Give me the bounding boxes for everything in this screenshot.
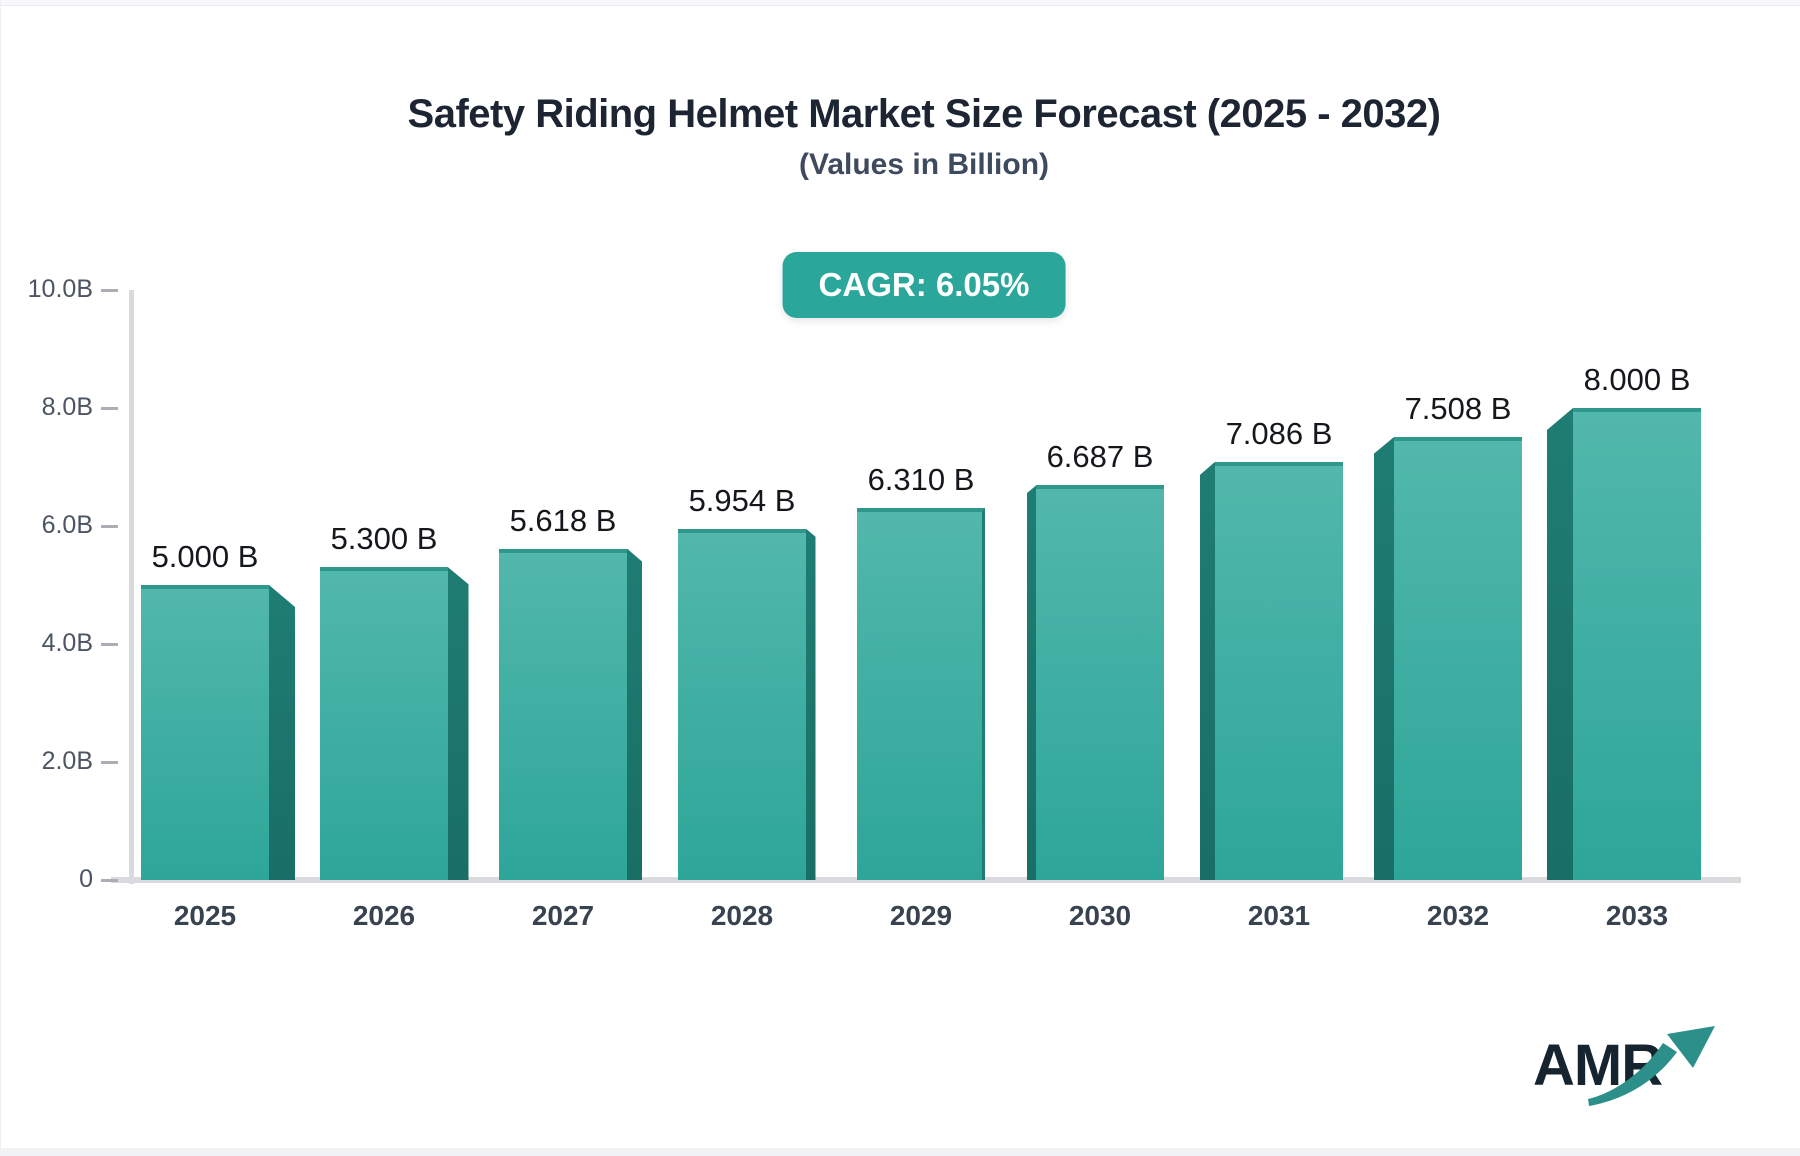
bottom-strip <box>1 1148 1800 1156</box>
bar <box>1573 408 1701 880</box>
bar-side-face <box>448 567 469 880</box>
bar-value-label: 6.687 B <box>1046 439 1154 475</box>
y-axis-label: 2.0B <box>41 747 93 775</box>
bar-side-face <box>1547 408 1573 880</box>
top-strip <box>1 0 1800 6</box>
chart-subtitle: (Values in Billion) <box>798 148 1050 181</box>
x-axis-label: 2033 <box>1605 900 1669 931</box>
bar <box>1215 461 1343 880</box>
y-tick-mark <box>101 761 118 764</box>
bar-side-face <box>269 585 295 880</box>
bar <box>857 507 985 880</box>
growth-arrow-icon <box>1588 1026 1715 1106</box>
y-tick-mark <box>101 289 118 292</box>
bar <box>678 528 806 880</box>
y-tick-mark <box>101 525 118 528</box>
y-axis-label: 4.0B <box>41 629 93 657</box>
x-axis-label: 2029 <box>889 900 953 931</box>
bar-value-label: 5.618 B <box>509 502 617 538</box>
x-axis-label: 2026 <box>352 900 416 931</box>
bar <box>320 567 448 880</box>
x-axis-label: 2027 <box>531 900 595 931</box>
amr-logo: AMR <box>1533 1026 1733 1122</box>
bar <box>1394 437 1522 880</box>
bar-side-face <box>806 528 816 880</box>
bar-value-label: 6.310 B <box>867 461 975 497</box>
bar-value-label: 5.300 B <box>330 521 438 557</box>
y-axis-label: 6.0B <box>41 511 93 539</box>
bar <box>1036 485 1164 880</box>
chart-title: Safety Riding Helmet Market Size Forecas… <box>407 92 1441 136</box>
y-tick-mark <box>101 643 118 646</box>
bar-value-label: 7.086 B <box>1225 415 1333 451</box>
x-axis-label: 2025 <box>173 900 237 931</box>
x-axis-label: 2028 <box>710 900 774 931</box>
bar-side-face <box>1026 485 1036 880</box>
amr-logo-text: AMR <box>1533 1033 1663 1098</box>
bar-value-label: 7.508 B <box>1404 391 1512 427</box>
cagr-badge: CAGR: 6.05% <box>782 252 1066 318</box>
bar-value-label: 5.000 B <box>151 539 259 574</box>
x-axis-label: 2032 <box>1426 900 1490 931</box>
bar <box>499 548 627 880</box>
bar-side-face <box>627 548 642 880</box>
y-tick-mark <box>101 879 118 882</box>
x-axis-baseline <box>111 877 1741 883</box>
bar-value-label: 8.000 B <box>1583 362 1691 397</box>
y-axis-label: 10.0B <box>27 275 93 303</box>
x-axis-label: 2030 <box>1068 900 1132 931</box>
bar <box>141 585 269 880</box>
bar-side-face <box>1200 461 1215 880</box>
y-axis-label: 0 <box>79 865 93 893</box>
y-tick-mark <box>101 407 118 410</box>
x-axis-label: 2031 <box>1247 900 1311 931</box>
bar-value-label: 5.954 B <box>688 482 796 518</box>
bar-side-face <box>1373 437 1394 880</box>
y-axis-line <box>129 290 134 884</box>
y-axis-label: 8.0B <box>41 393 93 421</box>
